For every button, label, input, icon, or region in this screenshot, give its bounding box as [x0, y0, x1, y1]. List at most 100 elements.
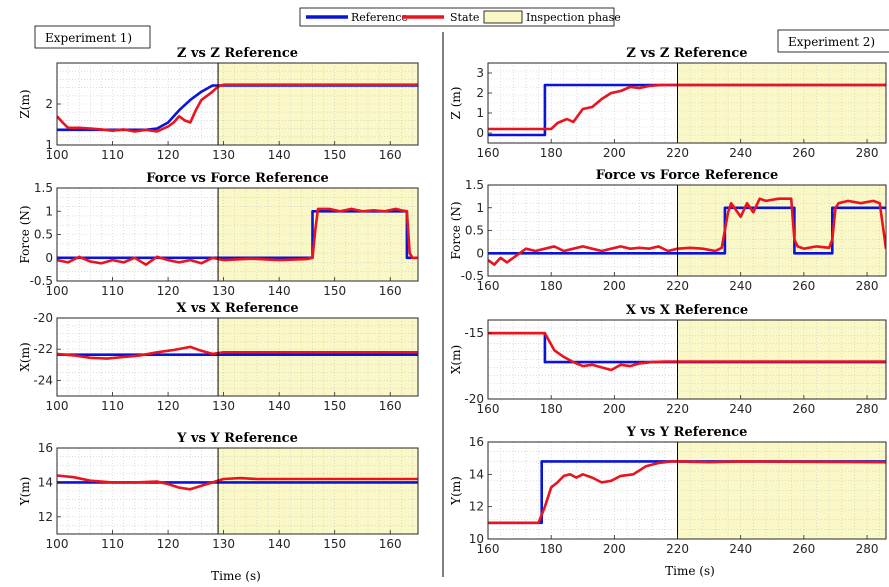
exp2-z-vs-z-reference-ytick-label: 0: [476, 126, 484, 140]
exp2-y-vs-y-reference-axes-frame: [487, 441, 887, 540]
experiment-2-label-box: [777, 29, 889, 53]
exp1-y-vs-y-reference-ytick-label: 12: [38, 510, 53, 524]
exp2-y-vs-y-reference-ytick-label: 12: [469, 500, 484, 514]
exp2-y-vs-y-reference-xtick-label: 160: [477, 542, 500, 556]
exp2-x-vs-x-reference-ylabel: X(m): [449, 345, 463, 374]
exp1-z-vs-z-reference-ytick-label: 1: [45, 138, 53, 152]
exp1-z-vs-z-reference-xtick-label: 130: [212, 148, 235, 162]
experiment-1-label-text: Experiment 1): [45, 31, 132, 45]
exp1-y-vs-y-reference-xtick-label: 140: [268, 537, 291, 551]
exp2-z-vs-z-reference-xtick-label: 280: [856, 146, 879, 160]
exp2-z-vs-z-reference-xtick-label: 260: [792, 146, 815, 160]
exp2-force-vs-force-reference-xtick-label: 200: [603, 279, 626, 293]
exp2-z-vs-z-reference-ytick-label: 1: [476, 106, 484, 120]
x-axis-label-right: Time (s): [665, 564, 715, 578]
legend-inspection-label: Inspection phase: [526, 11, 621, 24]
exp1-x-vs-x-reference-xtick-label: 100: [46, 399, 69, 413]
exp1-z-vs-z-reference-xtick-label: 100: [46, 148, 69, 162]
exp2-z-vs-z-reference-ylabel: Z (m): [449, 87, 463, 120]
exp2-x-vs-x-reference-axes-frame: [487, 319, 887, 400]
exp1-z-vs-z-reference-title: Z vs Z Reference: [177, 46, 298, 61]
exp2-z-vs-z-reference-xtick-label: 220: [666, 146, 689, 160]
exp2-z-vs-z-reference-xtick-label: 240: [729, 146, 752, 160]
exp2-x-vs-x-reference-xtick-label: 200: [603, 402, 626, 416]
legend-box: [299, 7, 615, 27]
exp2-y-vs-y-reference-ytick-label: 16: [469, 435, 484, 449]
exp1-force-vs-force-reference-title: Force vs Force Reference: [146, 171, 329, 186]
legend-state-label: State: [450, 11, 479, 24]
experiment-1-label-box: [34, 25, 151, 49]
exp2-y-vs-y-reference-series-state: [488, 460, 886, 525]
exp1-y-vs-y-reference-axes-frame: [56, 447, 419, 535]
exp2-y-vs-y-reference-series-group: [488, 460, 886, 525]
experiment-2-label: Experiment 2): [777, 29, 889, 53]
exp1-z-vs-z-reference-ylabel: Z(m): [18, 89, 32, 118]
exp1-force-vs-force-reference-ytick-label: 0.5: [34, 228, 53, 242]
exp2-x-vs-x-reference-xtick-label: 240: [729, 402, 752, 416]
legend: Reference State Inspection phase: [299, 7, 621, 27]
exp1-x-vs-x-reference-series-state: [57, 345, 418, 360]
exp1-y-vs-y-reference-xtick-label: 100: [46, 537, 69, 551]
exp1-x-vs-x-reference-ytick-label: -20: [33, 311, 53, 325]
exp1-force-vs-force-reference-xtick-label: 160: [379, 284, 402, 298]
exp2-y-vs-y-reference-xtick-label: 220: [666, 542, 689, 556]
exp2-x-vs-x-reference-ytick-label: -20: [464, 392, 484, 406]
exp2-force-vs-force-reference-ytick-label: -0.5: [461, 269, 484, 283]
exp1-x-vs-x-reference-xtick-label: 120: [157, 399, 180, 413]
legend-reference-label: Reference: [351, 11, 408, 24]
exp1-x-vs-x-reference-xtick-label: 130: [212, 399, 235, 413]
exp2-z-vs-z-reference-panel: 160 180 200 220 240 260 280 0 1 2 3 Z vs Z Referenc…: [449, 46, 887, 160]
exp2-z-vs-z-reference-xtick-label: 180: [540, 146, 563, 160]
exp1-force-vs-force-reference-xtick-label: 110: [101, 284, 124, 298]
exp1-z-vs-z-reference-xtick-label: 150: [323, 148, 346, 162]
exp1-z-vs-z-reference-xtick-label: 160: [379, 148, 402, 162]
exp2-y-vs-y-reference-xtick-label: 260: [792, 542, 815, 556]
exp2-y-vs-y-reference-panel: 160 180 200 220 240 260 280 10 12 14 16 Y vs Y Refe…: [449, 425, 887, 556]
exp1-y-vs-y-reference-xtick-label: 130: [212, 537, 235, 551]
exp2-force-vs-force-reference-xtick-label: 160: [477, 279, 500, 293]
exp2-x-vs-x-reference-series-group: [488, 331, 886, 372]
exp2-y-vs-y-reference-title: Y vs Y Reference: [626, 425, 748, 440]
exp1-force-vs-force-reference-xtick-label: 120: [157, 284, 180, 298]
exp1-z-vs-z-reference-xtick-label: 110: [101, 148, 124, 162]
exp2-force-vs-force-reference-ytick-label: 0.5: [465, 224, 484, 238]
exp1-x-vs-x-reference-panel: 100 110 120 130 140 150 160 -24 -22 -20 X vs X Ref…: [18, 301, 419, 413]
exp2-x-vs-x-reference-series-state: [488, 331, 886, 372]
exp2-y-vs-y-reference-ytick-label: 10: [469, 532, 484, 546]
exp2-force-vs-force-reference-series-group: [488, 197, 886, 266]
exp2-y-vs-y-reference-ytick-label: 14: [469, 467, 484, 481]
exp2-x-vs-x-reference-xtick-label: 160: [477, 402, 500, 416]
exp1-y-vs-y-reference-series-group: [57, 474, 418, 491]
exp2-force-vs-force-reference-ytick-label: 1: [476, 201, 484, 215]
exp1-y-vs-y-reference-xtick-label: 150: [323, 537, 346, 551]
exp1-force-vs-force-reference-ytick-label: 0: [45, 251, 53, 265]
exp1-x-vs-x-reference-series-group: [57, 345, 418, 360]
exp1-y-vs-y-reference-xtick-label: 110: [101, 537, 124, 551]
exp2-x-vs-x-reference-xtick-label: 280: [856, 402, 879, 416]
exp2-force-vs-force-reference-series-state: [488, 197, 886, 266]
exp2-force-vs-force-reference-xtick-label: 260: [792, 279, 815, 293]
exp1-force-vs-force-reference-ytick-label: -0.5: [30, 274, 53, 288]
exp1-z-vs-z-reference-xtick-label: 140: [268, 148, 291, 162]
exp1-x-vs-x-reference-xtick-label: 110: [101, 399, 124, 413]
exp1-x-vs-x-reference-ytick-label: -22: [33, 342, 53, 356]
exp2-x-vs-x-reference-ytick-label: -15: [464, 326, 484, 340]
exp2-z-vs-z-reference-series-group: [488, 83, 886, 137]
exp2-y-vs-y-reference-xtick-label: 280: [856, 542, 879, 556]
exp1-x-vs-x-reference-xtick-label: 160: [379, 399, 402, 413]
exp1-force-vs-force-reference-ytick-label: 1.5: [34, 181, 53, 195]
exp2-z-vs-z-reference-xtick-label: 160: [477, 146, 500, 160]
exp2-y-vs-y-reference-xtick-label: 200: [603, 542, 626, 556]
exp1-y-vs-y-reference-panel: 100 110 120 130 140 150 160 12 14 16 Y vs Y Refere…: [18, 431, 419, 551]
exp2-x-vs-x-reference-xtick-label: 180: [540, 402, 563, 416]
experiment-2-label-text: Experiment 2): [788, 35, 875, 49]
exp1-y-vs-y-reference-xtick-label: 160: [379, 537, 402, 551]
exp2-force-vs-force-reference-ytick-label: 1.5: [465, 178, 484, 192]
exp2-force-vs-force-reference-title: Force vs Force Reference: [596, 168, 779, 183]
experiment-1-label: Experiment 1): [34, 25, 151, 49]
exp1-force-vs-force-reference-xtick-label: 100: [46, 284, 69, 298]
exp2-x-vs-x-reference-title: X vs X Reference: [626, 303, 748, 318]
exp1-force-vs-force-reference-xtick-label: 130: [212, 284, 235, 298]
